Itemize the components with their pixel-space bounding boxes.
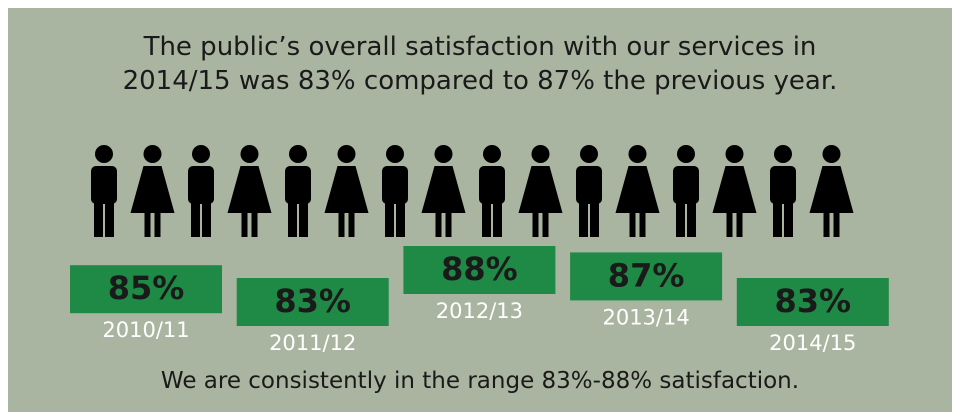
- head: [337, 145, 356, 163]
- x-tick-label: 2011/12: [269, 331, 356, 355]
- head: [95, 145, 113, 163]
- bar: [736, 278, 889, 326]
- x-tick-label: 2013/14: [602, 305, 689, 329]
- torso: [91, 166, 117, 204]
- torso: [576, 166, 602, 204]
- leg: [482, 200, 491, 237]
- dress: [227, 166, 272, 213]
- value-label: 83%: [274, 282, 351, 320]
- leg: [493, 200, 502, 237]
- leg: [823, 211, 830, 237]
- leg: [833, 211, 840, 237]
- man-icon: [479, 145, 505, 237]
- leg: [736, 211, 743, 237]
- torso: [770, 166, 796, 204]
- leg: [726, 211, 733, 237]
- bar: [70, 265, 222, 314]
- torso: [285, 166, 311, 204]
- leg: [773, 200, 782, 237]
- value-label: 87%: [608, 256, 685, 294]
- head: [143, 145, 162, 163]
- woman-icon: [227, 145, 272, 237]
- woman-icon: [615, 145, 660, 237]
- torso: [188, 166, 214, 204]
- torso: [479, 166, 505, 204]
- leg: [687, 200, 696, 237]
- head: [386, 145, 404, 163]
- woman-icon: [421, 145, 466, 237]
- leg: [385, 200, 394, 237]
- head: [483, 145, 501, 163]
- head: [725, 145, 744, 163]
- x-tick-label: 2012/13: [436, 299, 523, 323]
- leg: [784, 200, 793, 237]
- leg: [579, 200, 588, 237]
- head: [677, 145, 695, 163]
- head: [192, 145, 210, 163]
- value-label: 88%: [441, 250, 518, 288]
- leg: [154, 211, 161, 237]
- leg: [288, 200, 297, 237]
- leg: [241, 211, 248, 237]
- bar: [403, 246, 556, 294]
- man-icon: [188, 145, 214, 237]
- dress: [324, 166, 369, 213]
- head: [774, 145, 792, 163]
- leg: [348, 211, 355, 237]
- man-icon: [91, 145, 117, 237]
- value-label: 83%: [775, 282, 852, 320]
- dress: [421, 166, 466, 213]
- leg: [629, 211, 636, 237]
- chart: 85% 2010/11 83% 2011/12 88% 2012/13 87% 2013/14…: [70, 145, 889, 355]
- leg: [590, 200, 599, 237]
- leg: [639, 211, 646, 237]
- leg: [191, 200, 200, 237]
- leg: [94, 200, 103, 237]
- leg: [532, 211, 539, 237]
- bar: [236, 278, 389, 326]
- woman-icon: [324, 145, 369, 237]
- head: [531, 145, 550, 163]
- torso: [673, 166, 699, 204]
- leg: [144, 211, 151, 237]
- head: [822, 145, 841, 163]
- leg: [338, 211, 345, 237]
- man-icon: [285, 145, 311, 237]
- man-icon: [576, 145, 602, 237]
- head: [289, 145, 307, 163]
- dress: [130, 166, 175, 213]
- head: [434, 145, 453, 163]
- woman-icon: [518, 145, 563, 237]
- infographic: 85% 2010/11 83% 2011/12 88% 2012/13 87% 2013/14…: [8, 8, 952, 412]
- x-tick-label: 2010/11: [102, 318, 189, 342]
- man-icon: [673, 145, 699, 237]
- leg: [435, 211, 442, 237]
- leg: [251, 211, 258, 237]
- value-label: 85%: [108, 269, 185, 307]
- leg: [445, 211, 452, 237]
- man-icon: [382, 145, 408, 237]
- annotation: We are consistently in the range 83%-88%…: [160, 368, 800, 394]
- chart-title: The public’s overall satisfaction with o…: [122, 32, 838, 96]
- dress: [615, 166, 660, 213]
- dress: [809, 166, 854, 213]
- woman-icon: [130, 145, 175, 237]
- dress: [712, 166, 757, 213]
- head: [580, 145, 598, 163]
- torso: [382, 166, 408, 204]
- leg: [396, 200, 405, 237]
- man-icon: [770, 145, 796, 237]
- leg: [542, 211, 549, 237]
- leg: [105, 200, 114, 237]
- leg: [676, 200, 685, 237]
- dress: [518, 166, 563, 213]
- leg: [202, 200, 211, 237]
- head: [628, 145, 647, 163]
- leg: [299, 200, 308, 237]
- woman-icon: [809, 145, 854, 237]
- woman-icon: [712, 145, 757, 237]
- head: [240, 145, 259, 163]
- x-tick-label: 2014/15: [769, 331, 856, 355]
- bar: [570, 252, 723, 301]
